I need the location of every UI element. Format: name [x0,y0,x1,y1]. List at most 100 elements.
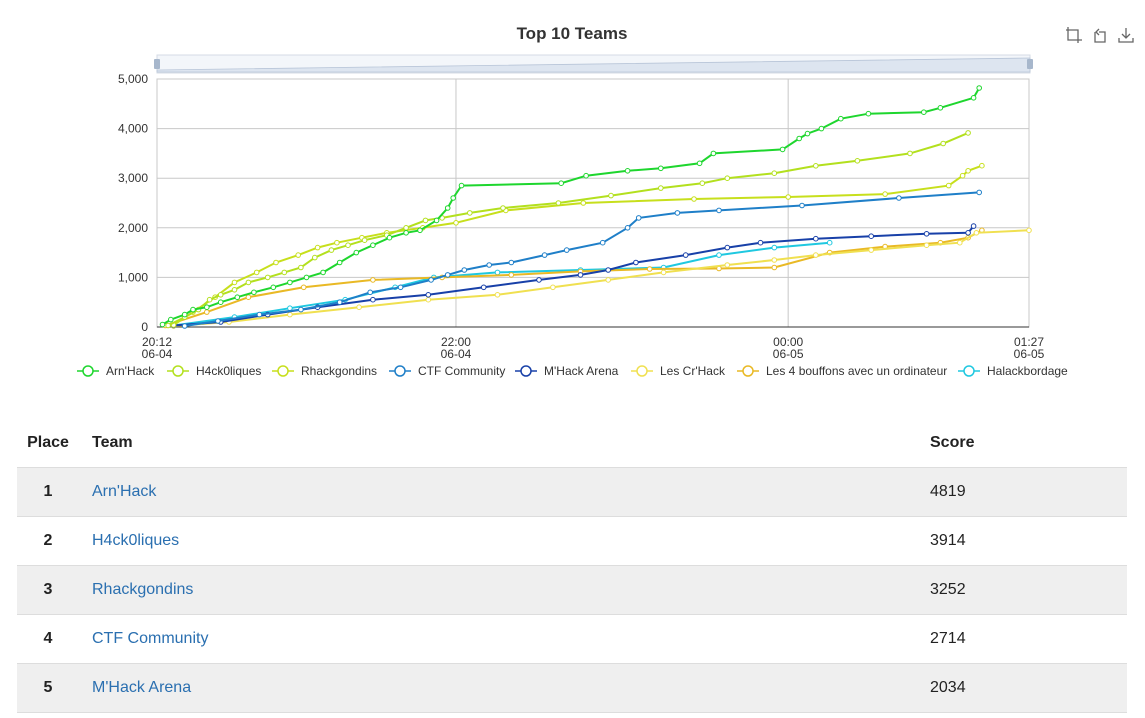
data-point[interactable] [536,277,542,283]
data-point[interactable] [699,180,706,186]
data-point[interactable] [826,239,833,246]
data-point[interactable] [217,299,224,306]
data-point[interactable] [287,311,293,318]
data-point[interactable] [757,239,764,246]
data-point[interactable] [583,172,589,179]
data-point[interactable] [298,306,304,313]
data-point[interactable] [345,242,351,248]
data-point[interactable] [444,272,451,278]
data-point[interactable] [716,207,722,214]
data-point[interactable] [444,205,451,211]
data-point[interactable] [608,192,614,199]
data-point[interactable] [957,239,963,246]
data-point[interactable] [417,227,423,234]
data-point[interactable] [605,267,612,273]
data-point[interactable] [813,235,819,242]
data-point[interactable] [367,289,374,296]
data-point[interactable] [217,292,224,298]
data-point[interactable] [558,180,565,186]
legend-item[interactable]: Les Cr'Hack [631,364,726,378]
team-link[interactable]: CTF Community [92,630,209,647]
data-point[interactable] [937,105,944,111]
data-point[interactable] [785,194,792,200]
data-point[interactable] [231,287,238,293]
data-point[interactable] [500,205,506,211]
data-point[interactable] [433,217,440,224]
data-point[interactable] [467,210,473,216]
data-point[interactable] [804,130,811,137]
data-point[interactable] [403,225,409,231]
data-point[interactable] [555,200,562,206]
data-point[interactable] [231,279,238,286]
legend-item[interactable]: Halackbordage [958,364,1068,378]
data-point[interactable] [970,223,977,229]
data-point[interactable] [480,284,487,291]
data-point[interactable] [453,220,459,226]
data-point[interactable] [494,292,501,298]
data-point[interactable] [580,200,587,206]
data-point[interactable] [635,215,642,221]
data-point[interactable] [361,237,368,243]
data-point[interactable] [646,266,653,272]
data-point[interactable] [336,299,343,306]
legend-item[interactable]: Arn'Hack [77,364,155,378]
data-point[interactable] [397,284,404,291]
data-point[interactable] [256,311,263,318]
data-point[interactable] [461,267,468,273]
data-point[interactable] [945,182,952,189]
data-point[interactable] [965,230,971,236]
legend-item[interactable]: H4ck0liques [167,364,261,378]
data-point[interactable] [298,264,304,271]
data-point[interactable] [771,257,778,263]
data-point[interactable] [425,292,432,298]
data-point[interactable] [796,135,803,142]
data-point[interactable] [508,259,515,266]
data-point[interactable] [204,309,210,315]
data-point[interactable] [658,185,664,191]
data-point[interactable] [281,269,288,276]
data-point[interactable] [940,140,947,147]
data-point[interactable] [724,175,731,181]
data-point[interactable] [605,277,612,283]
data-point[interactable] [287,279,293,286]
data-point[interactable] [494,269,501,276]
data-point[interactable] [882,191,888,197]
data-point[interactable] [771,244,778,251]
data-point[interactable] [270,284,277,291]
data-point[interactable] [868,233,875,239]
data-point[interactable] [356,304,362,311]
data-point[interactable] [1026,227,1032,234]
team-link[interactable]: M'Hack Arena [92,679,192,696]
data-point[interactable] [771,170,778,176]
data-point[interactable] [923,242,930,248]
data-point[interactable] [334,239,340,246]
data-point[interactable] [965,130,971,136]
legend-item[interactable]: M'Hack Arena [515,364,619,378]
data-point[interactable] [854,158,861,164]
data-point[interactable] [206,296,213,303]
data-point[interactable] [799,202,805,209]
data-point[interactable] [353,249,360,256]
data-zoom-slider[interactable] [154,54,1033,74]
legend-item[interactable]: Les 4 bouffons avec un ordinateur [737,364,947,378]
data-point[interactable] [370,277,376,283]
data-point[interactable] [658,165,664,172]
data-point[interactable] [168,316,174,323]
data-point[interactable] [425,296,432,303]
data-point[interactable] [907,150,913,157]
data-point[interactable] [923,231,930,237]
data-point[interactable] [838,115,844,122]
data-point[interactable] [970,95,977,101]
data-point[interactable] [976,85,983,91]
data-point[interactable] [563,247,570,253]
data-point[interactable] [896,195,902,201]
data-point[interactable] [422,217,429,224]
data-point[interactable] [959,172,966,179]
data-point[interactable] [624,168,631,174]
data-point[interactable] [921,109,927,115]
data-point[interactable] [682,252,689,258]
data-point[interactable] [818,125,825,132]
data-point[interactable] [204,304,210,311]
data-point[interactable] [320,269,326,276]
team-link[interactable]: H4ck0liques [92,532,180,549]
